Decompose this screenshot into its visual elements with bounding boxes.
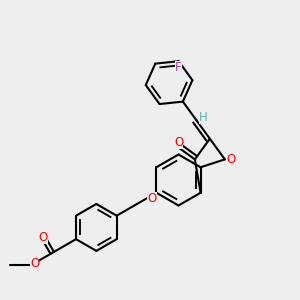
Text: O: O (38, 231, 48, 244)
Text: O: O (174, 136, 183, 148)
Text: O: O (147, 192, 157, 205)
Text: O: O (226, 153, 236, 166)
Text: O: O (30, 257, 40, 270)
Text: F: F (175, 61, 182, 74)
Text: H: H (199, 111, 207, 124)
